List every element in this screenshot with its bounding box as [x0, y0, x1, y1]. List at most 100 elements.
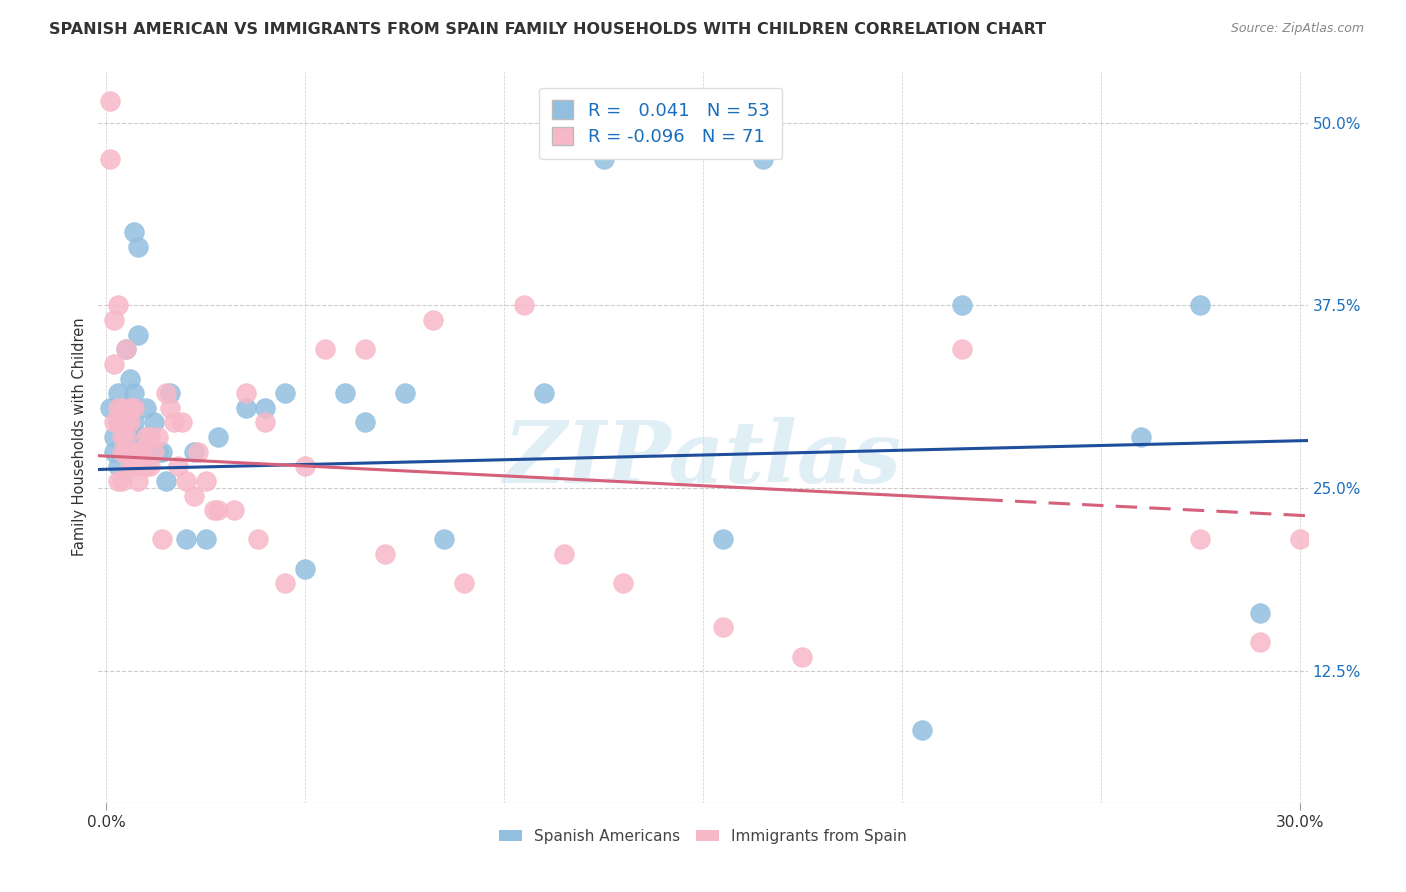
Point — [433, 533, 456, 547]
Point — [950, 343, 973, 357]
Point — [194, 533, 217, 547]
Legend: Spanish Americans, Immigrants from Spain: Spanish Americans, Immigrants from Spain — [494, 822, 912, 850]
Point — [187, 444, 209, 458]
Point — [183, 489, 205, 503]
Point — [207, 430, 229, 444]
Point — [150, 533, 173, 547]
Point — [711, 620, 734, 634]
Point — [792, 649, 814, 664]
Point — [127, 240, 149, 254]
Point — [254, 416, 277, 430]
Point — [135, 430, 157, 444]
Point — [592, 152, 614, 166]
Point — [163, 416, 186, 430]
Point — [111, 474, 134, 488]
Point — [354, 343, 377, 357]
Point — [115, 343, 138, 357]
Point — [143, 416, 166, 430]
Point — [453, 576, 475, 591]
Point — [111, 444, 134, 458]
Y-axis label: Family Households with Children: Family Households with Children — [72, 318, 87, 557]
Point — [422, 313, 444, 327]
Point — [122, 225, 145, 239]
Point — [111, 401, 134, 415]
Point — [122, 386, 145, 401]
Point — [394, 386, 416, 401]
Text: ZIPatlas: ZIPatlas — [503, 417, 903, 500]
Point — [111, 444, 134, 458]
Point — [194, 474, 217, 488]
Point — [107, 298, 129, 312]
Point — [103, 430, 125, 444]
Text: Source: ZipAtlas.com: Source: ZipAtlas.com — [1230, 22, 1364, 36]
Point — [131, 444, 153, 458]
Point — [155, 386, 177, 401]
Point — [170, 416, 193, 430]
Point — [553, 547, 575, 561]
Point — [107, 386, 129, 401]
Point — [333, 386, 356, 401]
Point — [115, 444, 138, 458]
Point — [202, 503, 225, 517]
Point — [612, 576, 634, 591]
Point — [103, 444, 125, 458]
Point — [174, 533, 197, 547]
Point — [98, 152, 121, 166]
Point — [122, 416, 145, 430]
Point — [1189, 298, 1212, 312]
Text: SPANISH AMERICAN VS IMMIGRANTS FROM SPAIN FAMILY HOUSEHOLDS WITH CHILDREN CORREL: SPANISH AMERICAN VS IMMIGRANTS FROM SPAI… — [49, 22, 1046, 37]
Point — [139, 459, 162, 474]
Point — [135, 459, 157, 474]
Point — [127, 474, 149, 488]
Point — [98, 401, 121, 415]
Point — [103, 357, 125, 371]
Point — [374, 547, 396, 561]
Point — [115, 430, 138, 444]
Point — [1249, 606, 1271, 620]
Point — [122, 459, 145, 474]
Point — [135, 401, 157, 415]
Point — [159, 401, 181, 415]
Point — [274, 576, 297, 591]
Point — [115, 401, 138, 415]
Point — [139, 444, 162, 458]
Point — [294, 562, 316, 576]
Point — [513, 298, 536, 312]
Point — [115, 343, 138, 357]
Point — [111, 401, 134, 415]
Point — [1129, 430, 1152, 444]
Point — [146, 444, 169, 458]
Point — [139, 430, 162, 444]
Point — [246, 533, 269, 547]
Point — [159, 386, 181, 401]
Point — [314, 343, 336, 357]
Point — [115, 430, 138, 444]
Point — [222, 503, 245, 517]
Point — [174, 474, 197, 488]
Point — [146, 430, 169, 444]
Point — [122, 401, 145, 415]
Point — [1189, 533, 1212, 547]
Point — [911, 723, 934, 737]
Point — [107, 459, 129, 474]
Point — [120, 371, 142, 385]
Point — [98, 94, 121, 108]
Point — [127, 444, 149, 458]
Point — [107, 416, 129, 430]
Point — [294, 459, 316, 474]
Point — [1288, 533, 1310, 547]
Point — [120, 430, 142, 444]
Point — [167, 459, 190, 474]
Point — [950, 298, 973, 312]
Point — [274, 386, 297, 401]
Point — [107, 416, 129, 430]
Point — [155, 474, 177, 488]
Point — [533, 386, 555, 401]
Point — [111, 430, 134, 444]
Point — [150, 444, 173, 458]
Point — [115, 416, 138, 430]
Point — [103, 416, 125, 430]
Point — [751, 152, 773, 166]
Point — [354, 416, 377, 430]
Point — [254, 401, 277, 415]
